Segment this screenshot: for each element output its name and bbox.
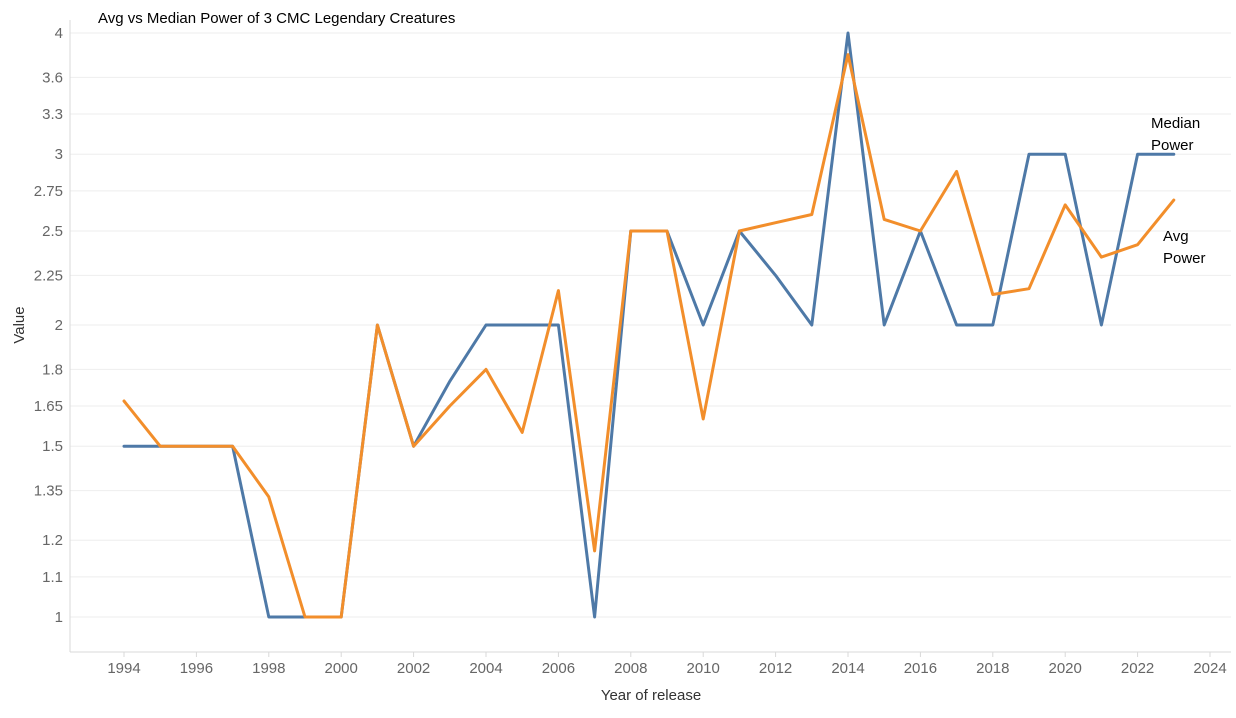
y-tick-label: 1 (55, 609, 63, 626)
y-tick-label: 1.5 (42, 438, 63, 455)
x-tick-label: 2024 (1193, 660, 1226, 677)
y-tick-labels: 1 1.1 1.2 1.35 1.5 1.65 1.8 2 2.25 2.5 2.75 3 3.3 3.6… (34, 25, 63, 626)
y-tick-label: 3 (55, 146, 63, 163)
x-tick-label: 1996 (180, 660, 213, 677)
y-tick-label: 1.1 (42, 569, 63, 586)
series-label-line: Avg (1163, 228, 1189, 245)
y-tick-label: 2 (55, 317, 63, 334)
x-tick-label: 2008 (614, 660, 647, 677)
x-tick-label: 2018 (976, 660, 1009, 677)
x-tick-label: 2006 (542, 660, 575, 677)
series-line-avg-power (122, 53, 1176, 619)
x-tick-label: 2004 (469, 660, 502, 677)
series-label-line: Power (1151, 137, 1194, 154)
series-labels: Median Power Avg Power (1151, 115, 1206, 267)
y-tick-label: 2.25 (34, 267, 63, 284)
series-lines (122, 31, 1176, 619)
y-tick-label: 1.2 (42, 532, 63, 549)
y-tick-label: 3.6 (42, 69, 63, 86)
x-tick-label: 2000 (325, 660, 358, 677)
x-tick-label: 1994 (107, 660, 140, 677)
series-label-median-power: Median Power (1151, 115, 1200, 154)
y-tick-label: 1.8 (42, 361, 63, 378)
x-tick-label: 2012 (759, 660, 792, 677)
series-label-line: Power (1163, 250, 1206, 267)
chart-title: Avg vs Median Power of 3 CMC Legendary C… (98, 10, 455, 27)
y-tick-label: 4 (55, 25, 63, 42)
series-label-avg-power: Avg Power (1163, 228, 1206, 267)
x-tick-label: 2010 (687, 660, 720, 677)
x-tick-label: 2002 (397, 660, 430, 677)
x-axis-title: Year of release (601, 687, 701, 704)
y-tick-label: 1.65 (34, 398, 63, 415)
series-label-line: Median (1151, 115, 1200, 132)
y-tick-label: 3.3 (42, 106, 63, 123)
y-tick-label: 2.5 (42, 223, 63, 240)
gridlines (70, 32, 1231, 618)
y-axis-title: Value (11, 306, 28, 343)
x-tick-label: 2022 (1121, 660, 1154, 677)
x-tick-label: 2014 (831, 660, 864, 677)
x-tick-labels: 1994 1996 1998 2000 2002 2004 2006 2008 2010 2012… (107, 652, 1227, 677)
y-tick-label: 2.75 (34, 183, 63, 200)
y-tick-label: 1.35 (34, 483, 63, 500)
x-tick-label: 1998 (252, 660, 285, 677)
x-tick-label: 2016 (904, 660, 937, 677)
x-tick-label: 2020 (1049, 660, 1082, 677)
